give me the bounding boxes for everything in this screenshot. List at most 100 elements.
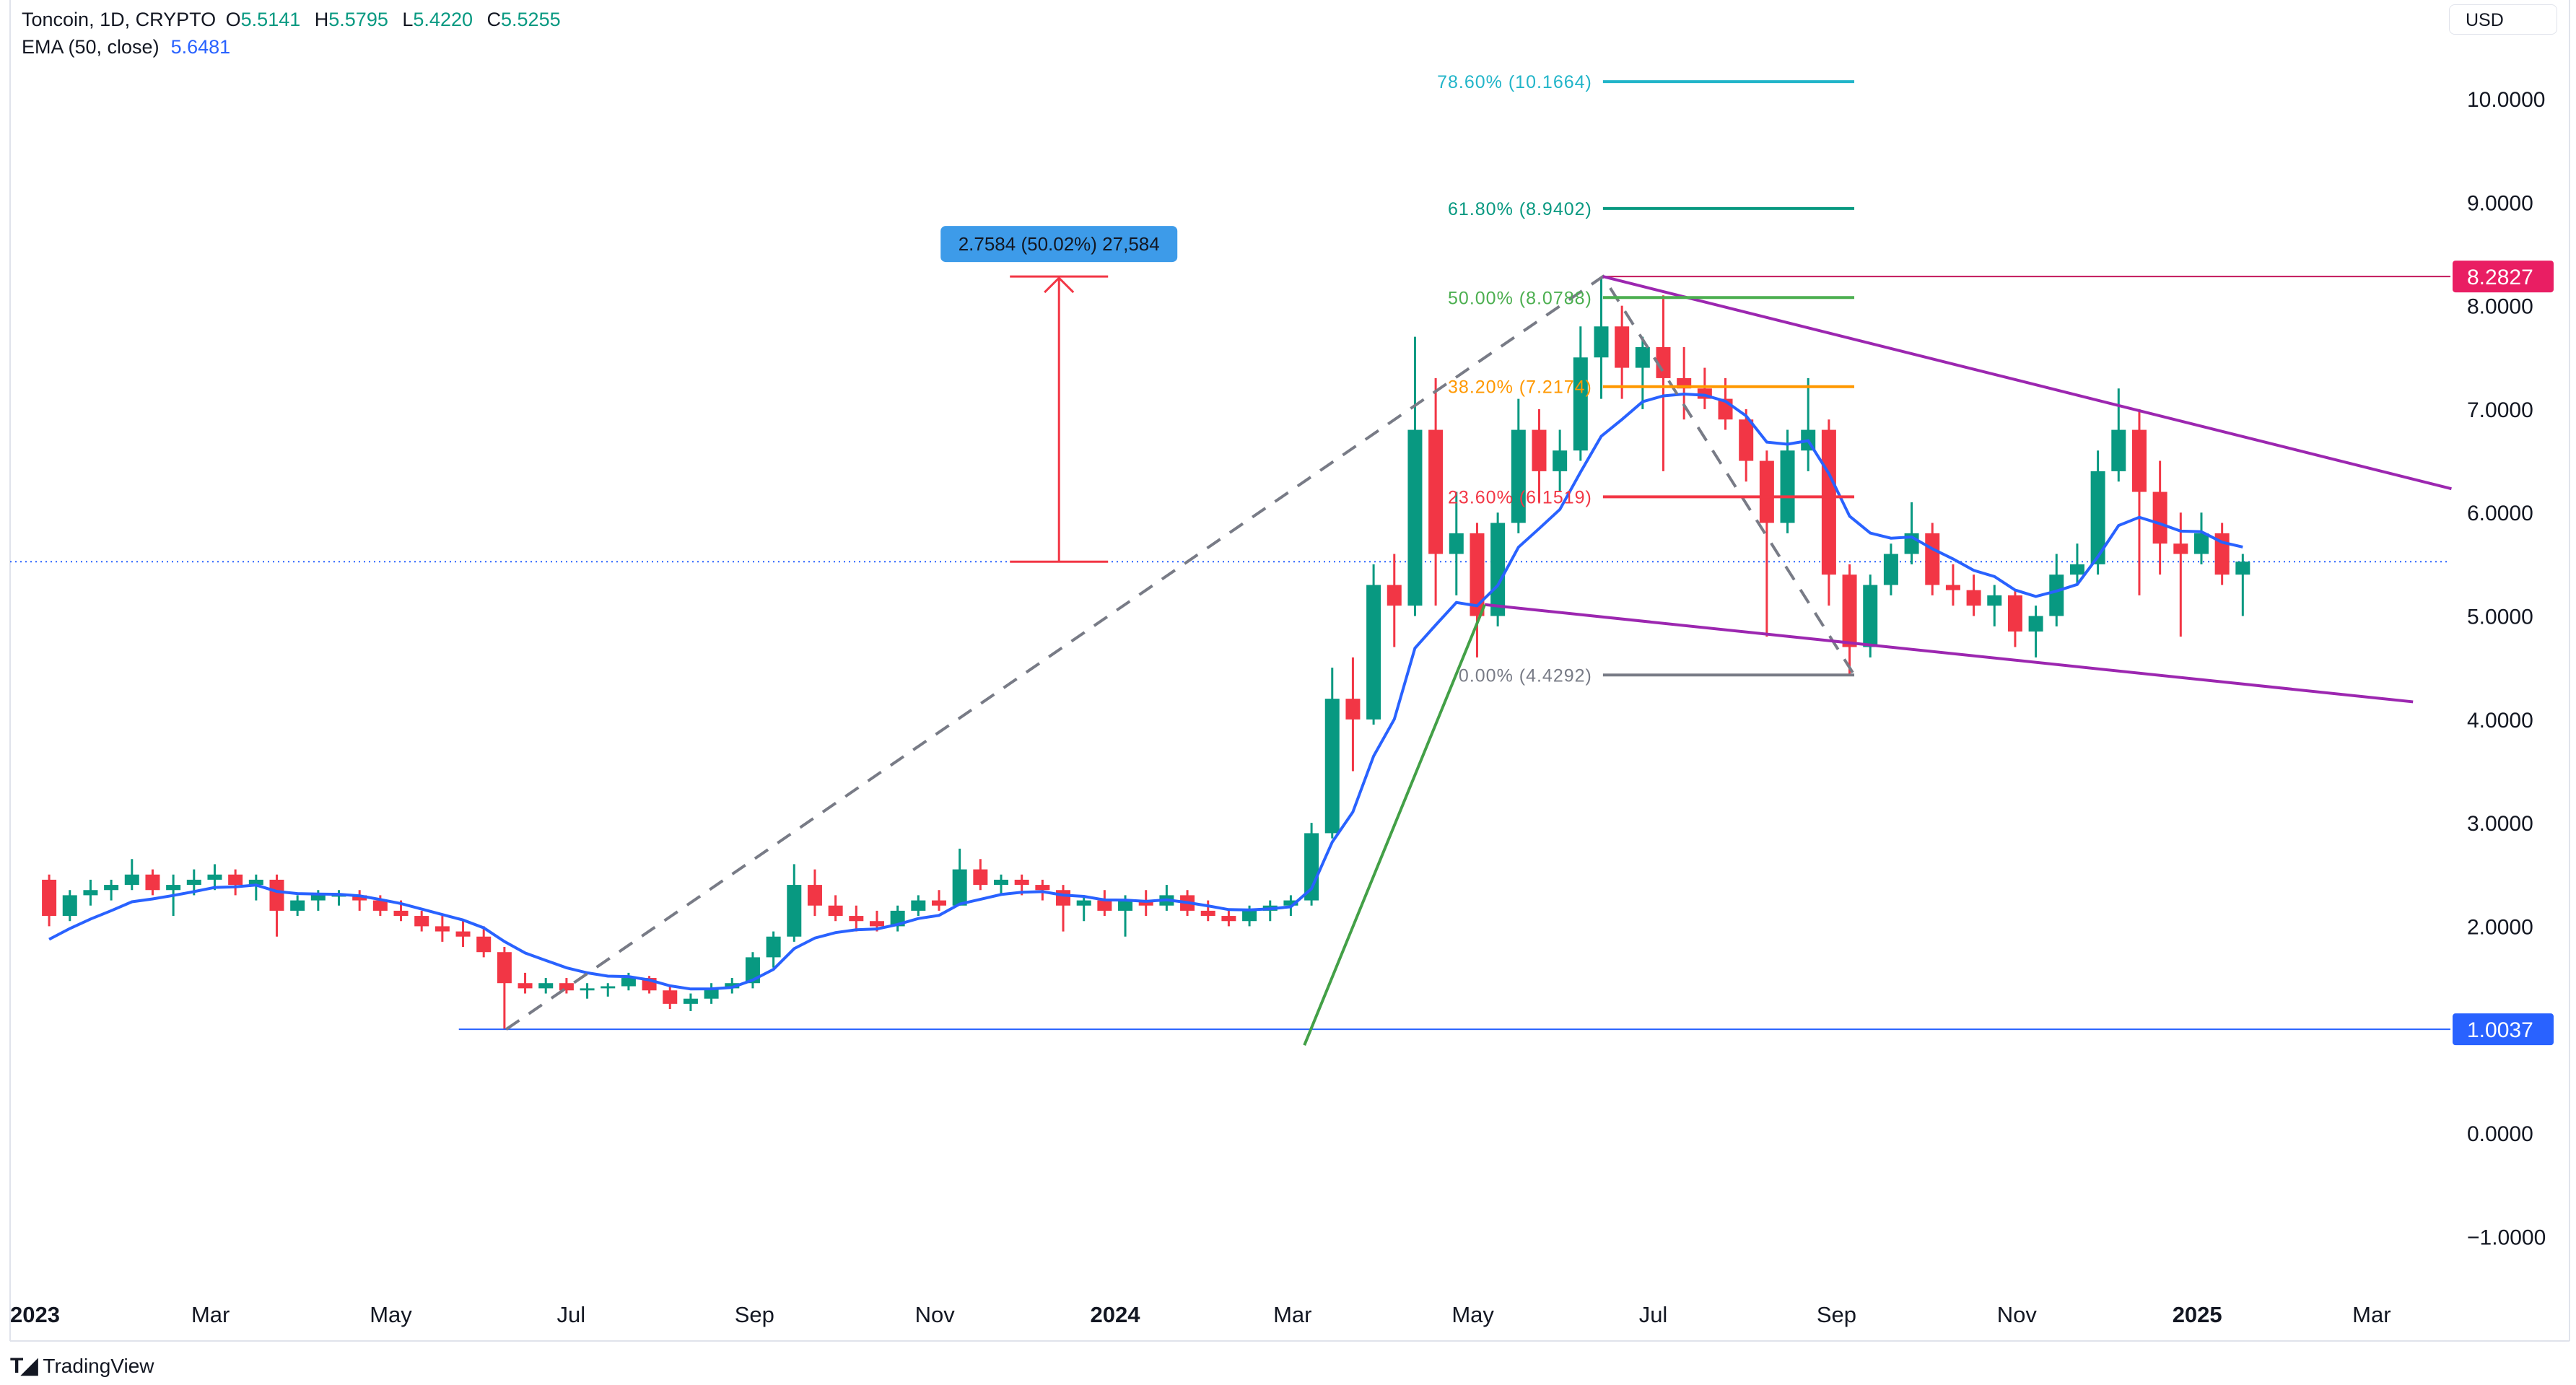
footer-brand[interactable]: T◢ TradingView: [10, 1353, 154, 1379]
candle: [104, 879, 119, 901]
low-value: L5.4220: [402, 9, 477, 30]
candle-body: [1138, 900, 1153, 906]
candle-body: [414, 916, 429, 927]
chart-legend: Toncoin, 1D, CRYPTO O5.5141 H5.5795 L5.4…: [22, 6, 569, 61]
candle-body: [1594, 326, 1609, 358]
candle: [1945, 564, 1960, 606]
dashed-swing-line: [505, 274, 1856, 1031]
candle: [931, 890, 946, 911]
candle: [1573, 326, 1588, 461]
candle-body: [1966, 590, 1981, 606]
candle: [435, 916, 450, 942]
open-number: 5.5141: [240, 9, 301, 30]
candle: [1449, 491, 1464, 595]
candle-body: [2007, 595, 2022, 632]
candle-body: [1387, 585, 1402, 606]
candle: [2193, 512, 2209, 564]
high-label: H: [314, 9, 329, 30]
candle: [1925, 523, 1940, 595]
candle-body: [290, 900, 305, 911]
fib-level-label: 23.60% (6.1519): [1448, 487, 1592, 507]
candle-body: [228, 874, 243, 886]
plot-area[interactable]: [10, 276, 2450, 1030]
candle-body: [1863, 585, 1878, 647]
candle: [228, 869, 243, 896]
upper-trendline: [1602, 275, 2452, 491]
candle: [1739, 408, 1754, 482]
candle: [1407, 336, 1423, 616]
candle-body: [1511, 429, 1526, 523]
candle: [1966, 574, 1981, 616]
fib-level-label: 0.00% (4.4292): [1459, 665, 1592, 686]
candle-body: [393, 910, 409, 917]
candle: [352, 890, 367, 911]
candle-body: [352, 895, 367, 901]
low-label: L: [402, 9, 414, 30]
candle-body: [849, 916, 864, 922]
candle: [1345, 657, 1361, 772]
candle: [1677, 346, 1692, 420]
candle-body: [766, 936, 781, 958]
time-tick-label: May: [1451, 1302, 1494, 1327]
candle: [580, 983, 595, 999]
candle-body: [911, 900, 926, 911]
candle: [538, 978, 554, 994]
candle: [145, 869, 160, 896]
candle: [807, 869, 822, 917]
symbol-title[interactable]: Toncoin, 1D, CRYPTO: [22, 9, 217, 30]
candle: [828, 895, 843, 922]
candle: [1801, 377, 1816, 471]
price-tick-label: 3.0000: [2467, 812, 2533, 836]
candle: [83, 879, 98, 906]
fib-level-label: 50.00% (8.0788): [1448, 288, 1592, 308]
time-axis[interactable]: 2023 Mar May Jul Sep Nov 2024 Mar May Jul Sep Nov 20…: [10, 1302, 2391, 1327]
time-tick-label: Jul: [1639, 1302, 1668, 1327]
candle: [1200, 900, 1215, 922]
time-tick-label: Mar: [1273, 1302, 1311, 1327]
candle-body: [83, 890, 98, 896]
candle: [704, 983, 719, 1004]
candle-body: [1407, 429, 1423, 606]
candle-body: [62, 895, 77, 917]
candle: [1324, 668, 1340, 839]
measure-label: 2.7584 (50.02%) 27,584: [959, 233, 1160, 255]
candle: [952, 848, 967, 906]
measure-label-box: [940, 226, 1178, 263]
candle-body: [248, 879, 263, 886]
candle-body: [1573, 357, 1588, 451]
price-axis[interactable]: 10.0000 9.0000 8.0000 7.0000 6.0000 5.0000 4.0…: [2453, 88, 2554, 1249]
candle: [1842, 564, 1857, 676]
candle: [1511, 398, 1526, 533]
candle-body: [1366, 585, 1381, 720]
candle-body: [2111, 429, 2126, 471]
close-label: C: [486, 9, 502, 30]
candle-body: [1490, 523, 1506, 616]
candle: [2173, 512, 2188, 637]
candle: [1035, 879, 1050, 901]
candle: [663, 986, 678, 1010]
candle-body: [1014, 879, 1029, 886]
candle: [1138, 890, 1153, 917]
candle: [1118, 895, 1133, 937]
candle: [2152, 460, 2167, 575]
candle: [1532, 408, 1547, 502]
candle-body: [1615, 326, 1630, 368]
price-tick-label: 4.0000: [2467, 709, 2533, 733]
time-tick-label: 2024: [1091, 1302, 1141, 1327]
ema-label[interactable]: EMA (50, close): [22, 36, 160, 58]
time-tick-label: May: [370, 1302, 412, 1327]
candle-body: [580, 988, 595, 991]
time-tick-label: Sep: [735, 1302, 774, 1327]
candle-body: [1324, 699, 1340, 834]
candle: [787, 864, 802, 942]
time-tick-label: Nov: [915, 1302, 956, 1327]
lower-trendline: [1484, 603, 2414, 704]
candle: [683, 993, 698, 1011]
currency-button[interactable]: USD: [2449, 4, 2557, 35]
candle: [62, 890, 77, 922]
price-tick-label: 8.0000: [2467, 295, 2533, 319]
candle-body: [1345, 699, 1361, 720]
ema-row: EMA (50, close) 5.6481: [22, 33, 569, 61]
candle-body: [1221, 916, 1236, 922]
